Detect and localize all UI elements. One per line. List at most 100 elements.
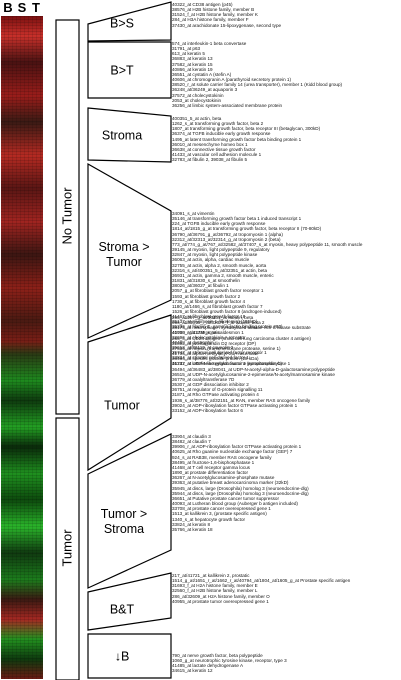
gene-entry: 40625_at Rho guanine nucleotide exchange… bbox=[172, 449, 293, 455]
gene-entry: 31871_at Rho GTPase activating protein 4 bbox=[172, 392, 259, 398]
gene-entry: 1730_s_at fibroblast growth factor 4 bbox=[172, 298, 246, 304]
gene-list-b-and-t: 217_at/41721_at kallikrein 2, prostatic 1… bbox=[172, 573, 401, 604]
gene-entry: 35944_at discs, large (Drosophila) homol… bbox=[172, 490, 309, 496]
gene-entry: 35137_at myomesin 1 (skelemin) (185kD) bbox=[172, 319, 258, 325]
gene-entry: 31831_at/31830_s_at smoothelin bbox=[172, 278, 240, 284]
gene-entry: 36931_at actin, gamma 2, smooth muscle, … bbox=[172, 272, 274, 278]
gene-entry: 41433_at vascular cell adhesion molecule… bbox=[172, 152, 262, 158]
gene-entry: 37639_at hepsin (transmembrane protease,… bbox=[172, 345, 281, 351]
gene-entry: 32783_at fibulin 2, 39038_at fibulin 5 bbox=[172, 157, 248, 163]
gene-entry: 37572_at cholecystokinin bbox=[172, 92, 224, 98]
group-label-tumor: Tumor bbox=[59, 529, 75, 567]
column-header-b: B bbox=[3, 0, 13, 15]
gene-entry: 37582_at keratin 15 bbox=[172, 61, 213, 67]
gene-entry: 38520_r_at solute carrier family 14 (ure… bbox=[172, 82, 343, 88]
category-label-down-b: ↓B bbox=[114, 649, 130, 664]
gene-entry: 41706_at alpha-methylacyl-CoA racemase bbox=[172, 351, 259, 357]
connector-b-gt-t bbox=[87, 41, 172, 99]
gene-entry: 36551_at cystatin A (stefin A) bbox=[172, 71, 232, 77]
expression-heatmap bbox=[1, 16, 43, 679]
gene-entry: 773_at/774_g_at/767_at/32582_at/37407_s_… bbox=[172, 241, 363, 247]
group-box-no-tumor bbox=[55, 19, 80, 415]
group-box-tumor bbox=[55, 417, 80, 680]
gene-entry: 36248_at/36249_at aquaporin 3 bbox=[172, 87, 238, 93]
gene-entry: 284_at H3A histone family, member F bbox=[172, 17, 249, 23]
gene-list-tumor-gt-stroma: 33904_at claudin 3 38482_at claudin 7 3990… bbox=[172, 434, 401, 532]
gene-entry: 1514_g_at/1651_r_at/1662_r_at/40794_at/1… bbox=[172, 578, 351, 584]
category-label-b-gt-s: B>S bbox=[110, 16, 134, 31]
gene-entry: 36883_at keratin 13 bbox=[172, 56, 213, 62]
gene-entry: 36790_at/36791_g_at/36792_at tropomyosin… bbox=[172, 231, 283, 237]
gene-entry: 40955_at prostate tumor overexpressed ge… bbox=[172, 598, 269, 604]
gene-entry: 1262_s_at transforming growth factor, be… bbox=[172, 121, 264, 127]
category-label-tumor: Tumor bbox=[104, 398, 140, 413]
group-label-no-tumor: No Tumor bbox=[59, 187, 75, 245]
gene-entry: 33152_at ADP-ribosylation factor 6 bbox=[172, 407, 243, 413]
gene-entry: 574_at interleukin-1 beta convertase bbox=[172, 41, 247, 46]
gene-entry: 1936_s_at/38776_at/32151_at RAN, member … bbox=[172, 397, 311, 403]
category-label-b-gt-t: B>T bbox=[110, 63, 134, 78]
gene-entry: 2057_g_at fibroblast growth factor recep… bbox=[172, 288, 264, 294]
gene-entry: 36464_at specific granule protein (28 kD… bbox=[172, 356, 259, 362]
gene-list-b-gt-t: 574_at interleukin-1 beta convertase 3179… bbox=[172, 41, 401, 108]
gene-entry: 400351_5_at actin, beta bbox=[172, 116, 222, 121]
column-header-s: S bbox=[17, 0, 27, 15]
gene-entry: 32755_at actin, alpha 2, smooth muscle, … bbox=[172, 262, 267, 268]
gene-list-b-gt-s: 40322_at CD38 antigen (p45) 38576_at H2B … bbox=[172, 2, 401, 28]
gene-entry: 36651_at Putative prostate cancer tumor … bbox=[172, 495, 279, 501]
gene-entry: 36256_at limbic system-associated membra… bbox=[172, 102, 283, 108]
connector-stroma-gt-tumor bbox=[87, 162, 172, 339]
gene-entry: 41467_at fibroblast growth factor 18 bbox=[172, 314, 246, 320]
gene-entry: 34615_at keratin 12 bbox=[172, 668, 213, 674]
gene-entry: 217_at/41721_at kallikrein 2, prostatic bbox=[172, 573, 250, 578]
gene-entry: 36515_at UDP-N-acetylglucosamine-2-epime… bbox=[172, 371, 335, 377]
gene-entry: 40322_at CD38 antigen (p45) bbox=[172, 2, 233, 7]
gene-entry: 295_at/297_g_at/36331_at tubulin, beta bbox=[172, 315, 254, 320]
gene-entry: 39145_at myosin, light polypeptide 9, re… bbox=[172, 247, 270, 253]
gene-entry: 36737_at insulin-like growth factor 1 (s… bbox=[172, 360, 283, 366]
gene-entry: 31892_at prostaglandin D2 receptor (DP) bbox=[172, 340, 257, 346]
gene-entry: 32316_s_at/400351_5_at/32351_at actin, b… bbox=[172, 267, 268, 273]
gene-entry: 1890_at prostate differentiation factor bbox=[172, 470, 249, 476]
category-label-stroma-gt-tumor: Stroma > Tumor bbox=[98, 240, 149, 270]
connector-tumor-gt-stroma bbox=[87, 433, 172, 589]
gene-entry: 956_at/33678_i_at/33679_f_at tubulin, be… bbox=[172, 320, 265, 326]
gene-entry: 36779_at oxalyltransferase 7D bbox=[172, 376, 235, 382]
gene-entry: 36267_at N-acetylglucosamine-phosphate m… bbox=[172, 475, 275, 481]
category-label-stroma: Stroma bbox=[101, 128, 143, 143]
connector-tumor bbox=[87, 314, 172, 472]
gene-entry: 41738_at/41739_s_at caldesmon 1 bbox=[172, 329, 244, 335]
gene-entry: 1814_at/1815_g_at transforming growth fa… bbox=[172, 226, 322, 232]
gene-entry: 35766_at keratin 18 bbox=[172, 526, 213, 532]
gene-entry: 40866_at keratin 19 bbox=[172, 66, 213, 72]
gene-entry: 41242_at UDP-N-acteylglucosamine pyropho… bbox=[172, 361, 291, 367]
connector-b-and-t bbox=[87, 572, 172, 631]
gene-entry: 33904_at claudin 3 bbox=[172, 434, 211, 439]
gene-entry: 36010_at mesenchyme homeo box 1 bbox=[172, 141, 248, 147]
gene-entry: 32560_f_at H2B histone family, member L bbox=[172, 588, 258, 594]
gene-entry: 40093_at Lutheran blood group (Auberger … bbox=[172, 501, 298, 507]
category-label-b-and-t: B&T bbox=[109, 602, 135, 617]
gene-entry: 40060_r_at LIM protein bbox=[172, 330, 220, 336]
gene-entry: 40606_at chromogranin A (parathyroid sec… bbox=[172, 77, 291, 83]
gene-entry: 38495_at fructose-1,6-bisphosphatase 1 bbox=[172, 459, 255, 465]
gene-entry: 35146_at transforming growth factor beta… bbox=[172, 216, 302, 222]
gene-entry: 36063_at actin, alpha, cardiac muscle bbox=[172, 257, 250, 263]
gene-entry: 1807_at transforming growth factor, beta… bbox=[172, 126, 321, 132]
gene-entry: 790_at nerve growth factor, beta polypep… bbox=[172, 653, 263, 658]
gene-entry: 39906_r_at ADP-ribosylation factor GTPas… bbox=[172, 444, 302, 450]
gene-entry: 36751_at regulator of G-protein signalli… bbox=[172, 387, 263, 393]
gene-entry: 1513_at kallikrein 3, (prostate specific… bbox=[172, 511, 267, 517]
gene-entry: 35307_at GDP dissociation inhibitor 2 bbox=[172, 382, 249, 388]
gene-entry: 38026_at/36027_at fibulin 1 bbox=[172, 283, 229, 289]
gene-entry: 38174_at macrophage myristoylated alanin… bbox=[172, 325, 311, 331]
gene-entry: 33824_at keratin 8 bbox=[172, 521, 211, 527]
gene-entry: 286_at/32609_at H2A histone family, memb… bbox=[172, 593, 270, 599]
gene-entry: 224_at TGFB inducible early growth respo… bbox=[172, 221, 266, 227]
gene-entry: 31791_at p63 bbox=[172, 46, 201, 52]
gene-entry: 39024_at ADP-ribosylation factor GTPase … bbox=[172, 402, 298, 408]
gene-entry: 33708_at prostate cancer overexpressed g… bbox=[172, 506, 271, 512]
gene-entry: 40488_at dystrophin bbox=[172, 339, 214, 345]
connector-down-b bbox=[87, 633, 172, 679]
